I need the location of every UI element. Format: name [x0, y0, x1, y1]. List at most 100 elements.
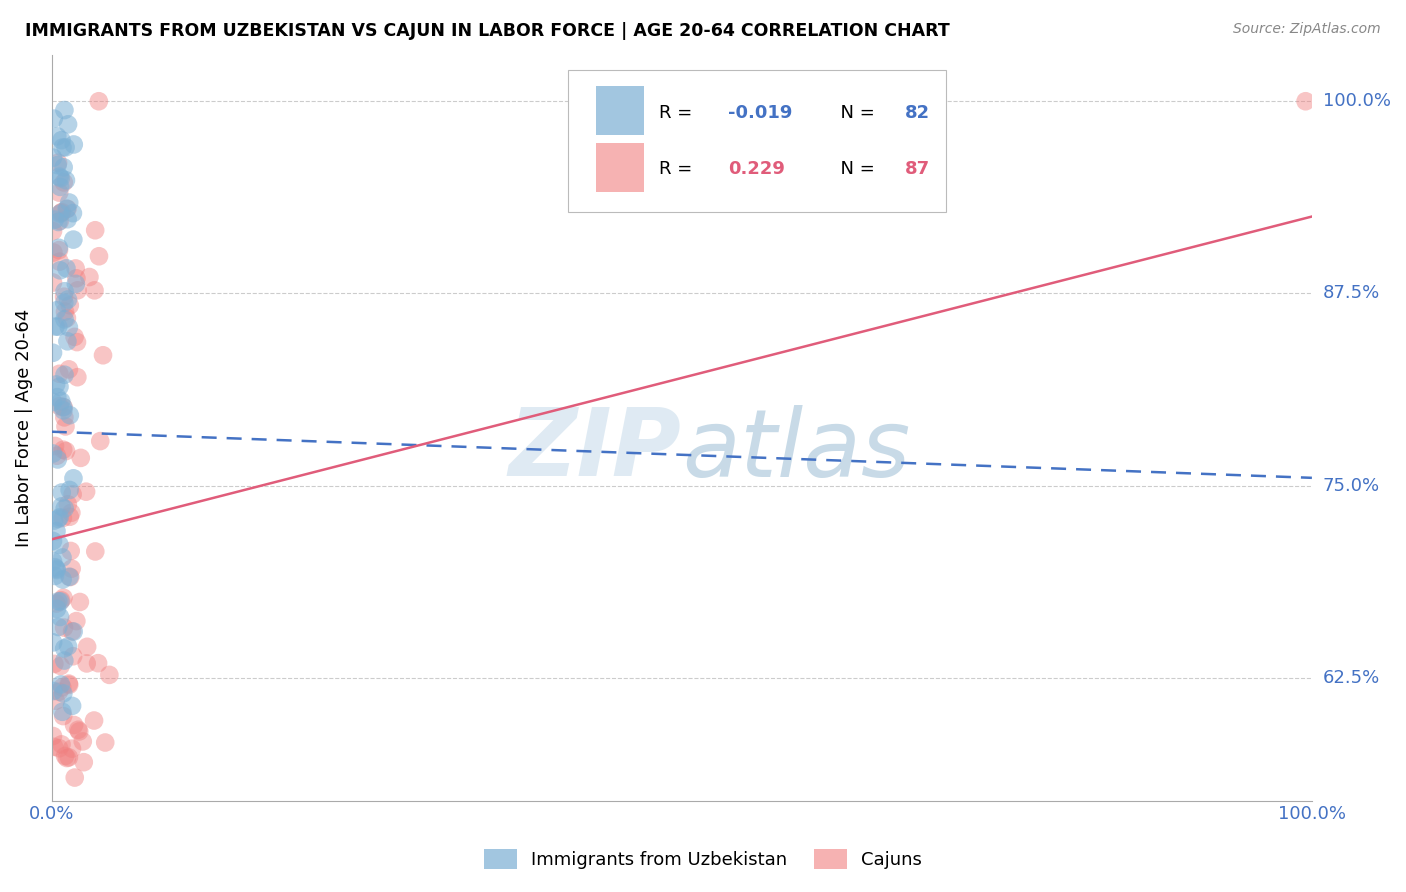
Point: [48, 399, 70, 413]
Text: 100.0%: 100.0%: [1323, 92, 1391, 111]
Point: [51, 133, 73, 147]
Text: 87.5%: 87.5%: [1323, 285, 1381, 302]
Point: [83, 284, 105, 298]
Point: [46, 215, 69, 229]
Point: [45, 694, 67, 708]
Point: [46, 594, 69, 608]
Point: [53, 103, 76, 117]
Text: ZIP: ZIP: [509, 404, 682, 496]
Text: Source: ZipAtlas.com: Source: ZipAtlas.com: [1233, 22, 1381, 37]
Point: [91, 348, 114, 362]
Point: [51, 593, 73, 607]
Point: [48, 243, 70, 257]
Text: 62.5%: 62.5%: [1323, 669, 1381, 687]
Point: [89, 434, 111, 449]
Point: [53, 654, 76, 668]
Point: [73, 755, 96, 769]
Point: [53, 501, 76, 516]
Point: [51, 738, 73, 752]
Point: [42, 554, 65, 568]
Point: [56, 117, 79, 131]
Point: [49, 263, 72, 277]
Point: [52, 709, 75, 723]
Text: 87: 87: [905, 160, 929, 178]
Point: [60, 698, 83, 713]
Point: [51, 394, 73, 409]
Point: [48, 538, 70, 552]
Text: N =: N =: [830, 104, 880, 122]
Point: [45, 303, 67, 318]
Point: [44, 560, 66, 574]
Point: [59, 570, 82, 584]
Point: [56, 202, 79, 216]
Point: [66, 370, 89, 384]
Point: [56, 212, 79, 227]
Point: [44, 439, 66, 453]
Point: [76, 657, 98, 671]
Point: [94, 735, 117, 749]
Point: [52, 442, 75, 457]
Point: [63, 330, 86, 344]
Point: [48, 379, 70, 393]
Point: [48, 684, 70, 698]
Point: [53, 295, 76, 310]
Point: [49, 594, 72, 608]
Point: [76, 640, 98, 654]
Point: [53, 410, 76, 425]
Text: atlas: atlas: [682, 405, 910, 496]
Point: [87, 95, 110, 109]
Point: [59, 544, 82, 558]
Point: [52, 511, 75, 525]
Point: [49, 677, 72, 691]
Point: [46, 155, 69, 169]
Point: [51, 500, 73, 514]
Point: [45, 524, 67, 538]
Point: [52, 403, 75, 417]
Point: [48, 169, 70, 184]
Point: [62, 624, 84, 639]
Point: [49, 206, 72, 220]
Point: [51, 205, 73, 219]
Point: [42, 151, 65, 165]
Point: [42, 245, 65, 260]
Point: [59, 298, 82, 312]
Point: [42, 739, 65, 754]
Point: [58, 362, 80, 376]
Point: [52, 686, 75, 700]
Point: [59, 408, 82, 422]
Point: [42, 684, 65, 698]
FancyBboxPatch shape: [596, 86, 644, 135]
Point: [42, 533, 65, 548]
Point: [58, 678, 80, 692]
Point: [79, 270, 101, 285]
Text: 75.0%: 75.0%: [1323, 476, 1381, 494]
Point: [72, 734, 94, 748]
Point: [45, 562, 67, 576]
FancyBboxPatch shape: [596, 143, 644, 192]
Point: [46, 390, 69, 404]
Point: [87, 656, 110, 670]
Point: [53, 621, 76, 635]
Point: [75, 484, 97, 499]
Point: [58, 195, 80, 210]
Point: [48, 254, 70, 268]
Point: [52, 573, 75, 587]
Point: [42, 446, 65, 460]
Point: [69, 595, 91, 609]
Point: [60, 506, 83, 520]
Point: [42, 224, 65, 238]
Point: [46, 319, 69, 334]
Point: [55, 261, 77, 276]
Text: R =: R =: [659, 160, 704, 178]
Text: N =: N =: [830, 160, 880, 178]
Point: [49, 659, 72, 673]
Point: [52, 161, 75, 175]
Point: [56, 640, 79, 654]
Point: [48, 367, 70, 381]
Point: [62, 206, 84, 220]
Point: [49, 180, 72, 194]
Point: [48, 510, 70, 524]
Point: [84, 544, 107, 558]
Point: [51, 140, 73, 154]
Point: [42, 395, 65, 409]
